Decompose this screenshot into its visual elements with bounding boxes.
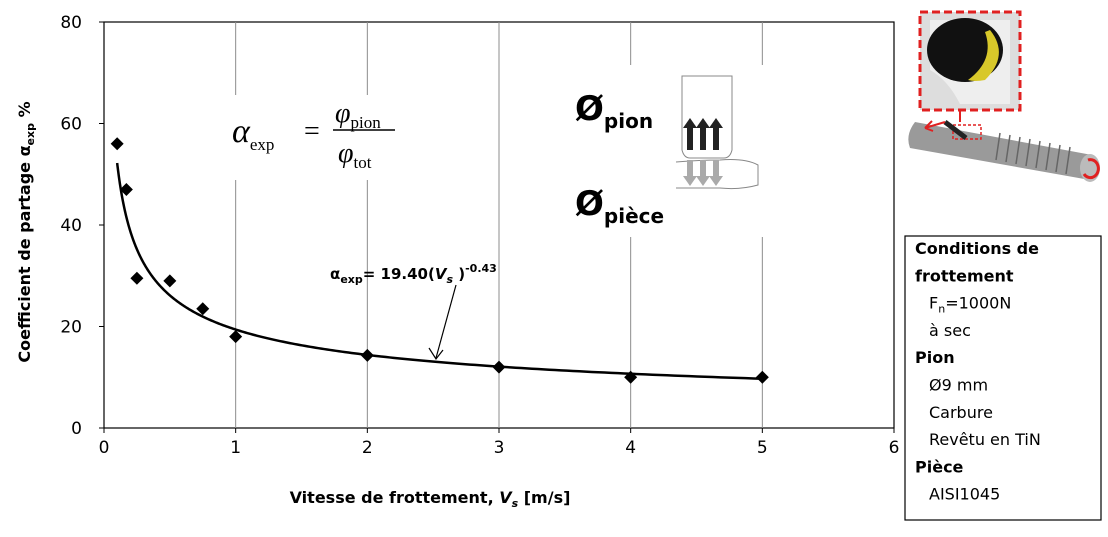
data-point	[130, 271, 144, 285]
y-tick-label: 60	[60, 115, 82, 135]
data-point	[624, 370, 638, 384]
fit-paren: (	[428, 265, 435, 283]
x-tick-label: 3	[494, 438, 505, 458]
data-point	[229, 330, 243, 344]
x-tick-label: 2	[362, 438, 373, 458]
phi-sub: pion	[351, 113, 382, 132]
fit-label: αexp= 19.40(Vs )-0.43	[330, 262, 497, 286]
flux-diagram	[675, 75, 759, 190]
fit-coefficient: 19.40	[381, 265, 428, 283]
fit-arrow	[428, 284, 457, 361]
condition-line: Pièce	[915, 457, 964, 476]
alpha: α	[232, 113, 251, 150]
condition-line: Ø9 mm	[929, 376, 988, 395]
fit-exponent: -0.43	[465, 262, 497, 275]
x-tick-label: 0	[99, 438, 110, 458]
y-tick-label: 40	[60, 216, 82, 236]
condition-text: Conditions de	[915, 239, 1039, 258]
y-axis-title: Coefficient de partage αexp %	[15, 101, 37, 362]
condition-text: à sec	[929, 321, 971, 340]
phi: φ	[338, 138, 354, 169]
condition-line: Carbure	[929, 403, 993, 422]
condition-text: Carbure	[929, 403, 993, 422]
condition-line: Conditions de	[915, 239, 1039, 258]
y-tick-label: 80	[60, 13, 82, 33]
phi-sub: tot	[354, 153, 372, 172]
data-point	[492, 360, 506, 374]
x-tick-label: 1	[230, 438, 241, 458]
phi: φ	[335, 98, 351, 129]
flux-piece: Øpièce	[575, 184, 664, 228]
formula-equals: =	[304, 116, 320, 147]
condition-line: Pion	[915, 348, 955, 367]
x-title-unit: [m/s]	[518, 488, 570, 507]
y-title-text: Coefficient de partage α	[15, 145, 34, 362]
fit-sub: exp	[340, 273, 363, 286]
condition-after: =1000N	[945, 294, 1011, 313]
x-title-variable: V	[499, 488, 513, 507]
fit-equals: =	[363, 265, 381, 283]
flux-box	[565, 65, 770, 237]
y-title-unit: %	[15, 101, 34, 123]
condition-line: à sec	[929, 321, 971, 340]
data-point	[119, 182, 133, 196]
x-tick-label: 5	[757, 438, 768, 458]
formula-denominator: φtot	[338, 138, 372, 172]
x-tick-label: 4	[625, 438, 636, 458]
formula-alpha: αexp	[232, 113, 274, 154]
data-point	[755, 370, 769, 384]
fit-paren: )	[453, 265, 465, 283]
fit-variable-sub: s	[446, 273, 453, 286]
data-point	[360, 348, 374, 362]
conditions: Conditions de frottement Fn=1000N à sec Pion…	[915, 239, 1041, 504]
formula-box	[222, 95, 412, 180]
condition-text: F	[929, 294, 938, 313]
formula-numerator: φpion	[335, 98, 381, 132]
fit-curve	[115, 162, 763, 380]
condition-text: Revêtu en TiN	[929, 430, 1041, 449]
alpha-sub: exp	[250, 135, 275, 154]
x-axis-title: Vitesse de frottement, Vs [m/s]	[290, 488, 571, 510]
condition-sub: n	[938, 303, 945, 316]
x-title-text: Vitesse de frottement,	[290, 488, 500, 507]
condition-text: Ø9 mm	[929, 376, 988, 395]
data-point	[163, 274, 177, 288]
condition-line: Revêtu en TiN	[929, 430, 1041, 449]
flux-pion: Øpion	[575, 89, 653, 133]
x-tick-label: 6	[889, 438, 900, 458]
condition-text: Pièce	[915, 457, 964, 476]
condition-text: Pion	[915, 348, 955, 367]
conditions-box	[904, 235, 1102, 521]
y-title-sub: exp	[24, 123, 37, 146]
condition-text: AISI1045	[929, 485, 1000, 504]
condition-line: frottement	[915, 266, 1014, 285]
illustration	[908, 10, 1100, 182]
data-point	[110, 137, 124, 151]
y-tick-label: 20	[60, 318, 82, 338]
condition-text: frottement	[915, 266, 1014, 285]
x-title-sub: s	[512, 497, 519, 510]
flux-symbol: Ø	[575, 184, 604, 224]
marks	[110, 137, 769, 384]
fit-variable: V	[435, 265, 448, 283]
flux-sub: pion	[604, 109, 653, 133]
condition-line: Fn=1000N	[929, 294, 1011, 316]
data-point	[196, 302, 210, 316]
fit-symbol: α	[330, 265, 340, 283]
flux-symbol: Ø	[575, 89, 604, 129]
y-tick-label: 0	[71, 419, 82, 439]
condition-line: AISI1045	[929, 485, 1000, 504]
flux-sub: pièce	[604, 204, 664, 228]
